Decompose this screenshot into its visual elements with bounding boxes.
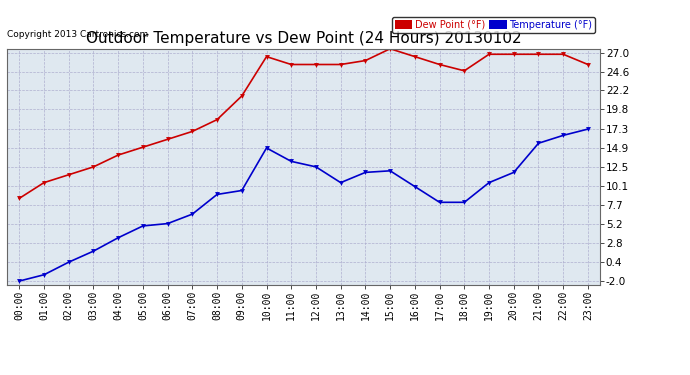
Legend: Dew Point (°F), Temperature (°F): Dew Point (°F), Temperature (°F) bbox=[392, 17, 595, 33]
Text: Copyright 2013 Cartronics.com: Copyright 2013 Cartronics.com bbox=[7, 30, 148, 39]
Title: Outdoor Temperature vs Dew Point (24 Hours) 20130102: Outdoor Temperature vs Dew Point (24 Hou… bbox=[86, 31, 522, 46]
